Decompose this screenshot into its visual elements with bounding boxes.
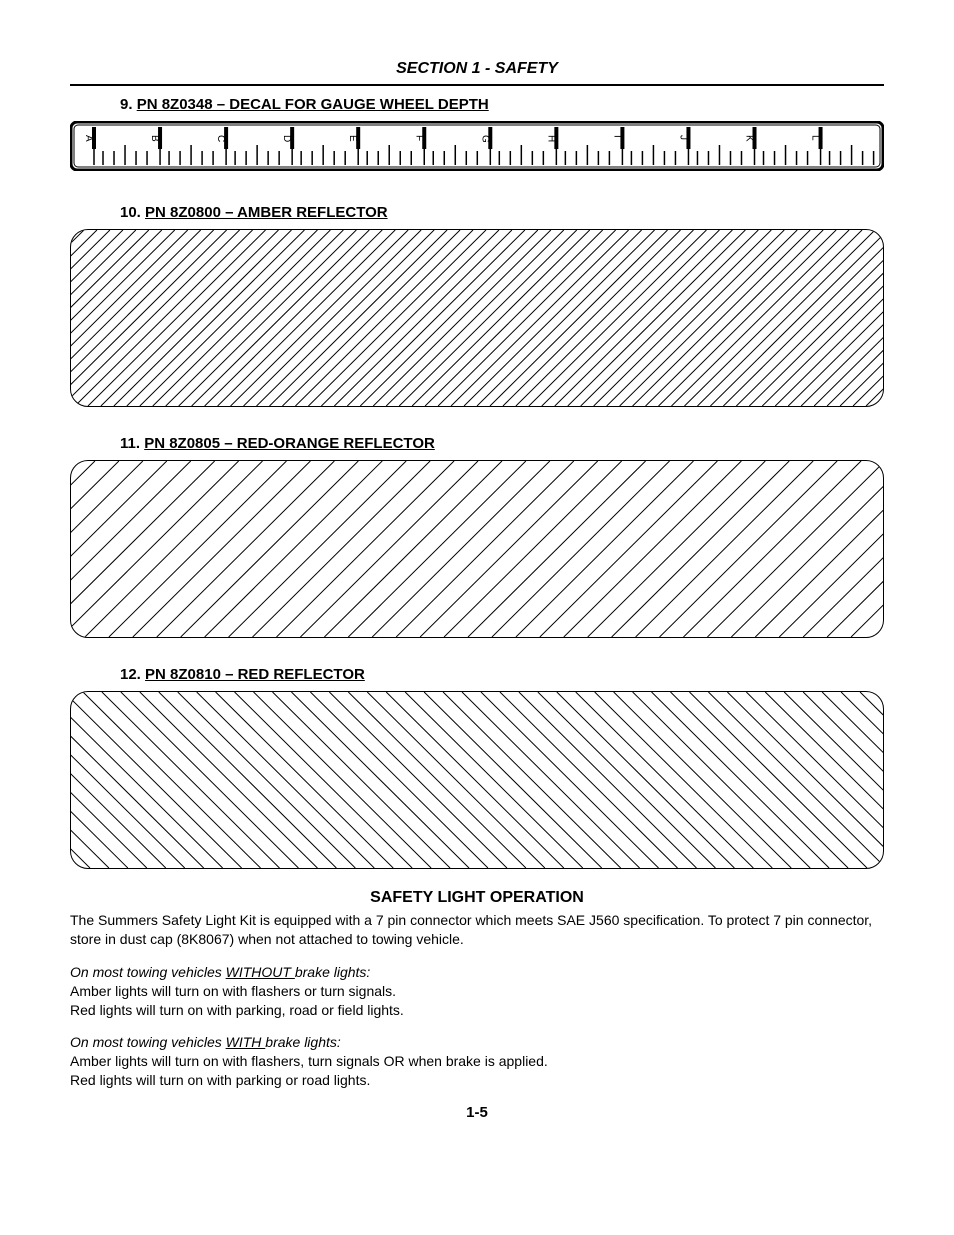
with-line2: Red lights will turn on with parking or … [70,1072,370,1088]
item-11-label: PN 8Z0805 – RED-ORANGE REFLECTOR [144,435,435,452]
gauge-wheel-depth-decal: ABCDEFGHIJKL [70,121,884,171]
without-lead-post: brake lights: [295,964,370,980]
safety-ops-with: On most towing vehicles WITH brake light… [70,1033,884,1090]
red-orange-reflector [70,460,884,638]
item-10-heading: 10. PN 8Z0800 – AMBER REFLECTOR [120,204,884,221]
amber-reflector [70,229,884,407]
without-line2: Red lights will turn on with parking, ro… [70,1002,404,1018]
item-10-label: PN 8Z0800 – AMBER REFLECTOR [145,204,388,221]
item-10-num: 10. [120,204,141,221]
with-lead-ul: WITH [226,1034,266,1050]
header-rule [70,84,884,86]
page-number: 1-5 [70,1104,884,1121]
item-11-num: 11. [120,435,140,452]
item-9-heading: 9. PN 8Z0348 – DECAL FOR GAUGE WHEEL DEP… [120,96,884,113]
without-lead-ul: WITHOUT [226,964,295,980]
item-12-label: PN 8Z0810 – RED REFLECTOR [145,666,365,683]
item-12-num: 12. [120,666,141,683]
without-line1: Amber lights will turn on with flashers … [70,983,396,999]
item-9-num: 9. [120,96,133,113]
item-12-heading: 12. PN 8Z0810 – RED REFLECTOR [120,666,884,683]
with-lead-pre: On most towing vehicles [70,1034,226,1050]
without-lead-pre: On most towing vehicles [70,964,226,980]
safety-light-operation-title: SAFETY LIGHT OPERATION [70,889,884,907]
safety-ops-intro: The Summers Safety Light Kit is equipped… [70,911,884,949]
with-lead-post: brake lights: [265,1034,340,1050]
section-header: SECTION 1 - SAFETY [70,60,884,78]
with-line1: Amber lights will turn on with flashers,… [70,1053,548,1069]
item-11-heading: 11. PN 8Z0805 – RED-ORANGE REFLECTOR [120,435,884,452]
safety-ops-without: On most towing vehicles WITHOUT brake li… [70,963,884,1020]
item-9-label: PN 8Z0348 – DECAL FOR GAUGE WHEEL DEPTH [137,96,489,113]
red-reflector [70,691,884,869]
